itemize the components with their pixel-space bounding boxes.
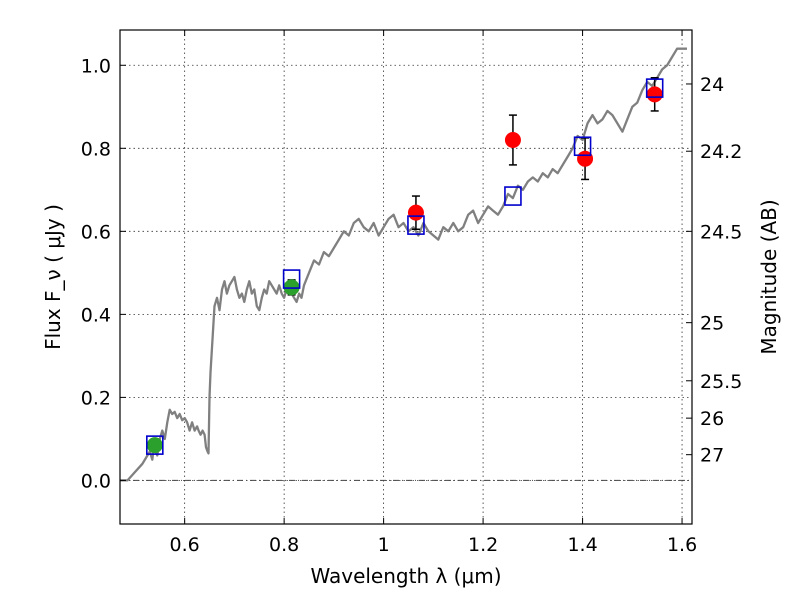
y-tick-label: 0.0 (81, 470, 111, 492)
x-tick-label: 1 (378, 534, 390, 556)
right-axis-ticks: 24 24.2 24.5 25 25.5 26 27 (686, 74, 742, 467)
model-spectrum-line (120, 47, 687, 482)
model-photometry-box (407, 215, 425, 235)
right-tick-label: 24 (700, 74, 724, 96)
model-photometry-box (282, 269, 301, 289)
right-tick-label: 25.5 (700, 371, 742, 393)
y-tick-label: 1.0 (81, 55, 111, 77)
right-tick-label: 25 (700, 313, 724, 335)
model-photometry-box (645, 78, 664, 98)
x-tick-label: 1.2 (468, 534, 498, 556)
right-axis-label: Magnitude (AB) (757, 199, 781, 354)
right-tick-label: 24.2 (700, 141, 742, 163)
y-axis-ticks: 0.0 0.2 0.4 0.6 0.8 1.0 (81, 55, 126, 492)
y-tick-label: 0.6 (81, 221, 111, 243)
x-tick-label: 0.6 (170, 534, 200, 556)
x-axis-label: Wavelength λ (μm) (310, 564, 501, 588)
data-point (646, 86, 663, 103)
y-tick-label: 0.2 (81, 387, 111, 409)
plot-frame (119, 29, 693, 525)
x-tick-label: 1.6 (667, 534, 697, 556)
y-axis-label: Flux F_ν ( μJy ) (41, 204, 65, 350)
y-tick-label: 0.4 (81, 304, 111, 326)
x-axis-ticks: 0.6 0.8 1 1.2 1.4 1.6 (170, 30, 697, 556)
x-tick-label: 0.8 (269, 534, 299, 556)
model-photometry-group (146, 78, 664, 455)
model-spectrum-group (120, 47, 687, 482)
data-point (146, 437, 163, 454)
data-point (407, 204, 424, 221)
right-tick-label: 24.5 (700, 221, 742, 243)
model-photometry-box (504, 186, 522, 206)
model-photometry-box (146, 435, 164, 455)
x-tick-label: 1.4 (567, 534, 597, 556)
y-tick-label: 0.8 (81, 138, 111, 160)
right-tick-label: 26 (700, 408, 724, 430)
data-point (504, 132, 521, 149)
model-photometry-box (573, 136, 592, 157)
right-tick-label: 27 (700, 445, 724, 467)
